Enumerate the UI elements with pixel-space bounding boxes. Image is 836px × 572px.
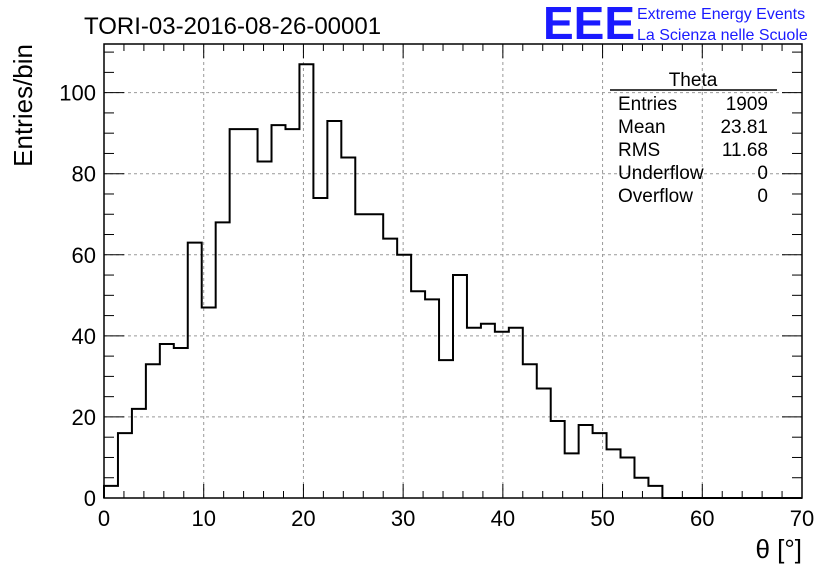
stats-row-label: RMS — [618, 140, 660, 161]
stats-row-value: 11.68 — [722, 140, 768, 161]
x-tick-label: 30 — [391, 506, 415, 531]
chart-title: TORI-03-2016-08-26-00001 — [84, 13, 381, 40]
x-tick-label: 10 — [191, 506, 215, 531]
stats-title: Theta — [669, 70, 718, 91]
grid-lines — [104, 44, 802, 498]
y-tick-label: 100 — [59, 81, 96, 106]
x-axis-label: θ [°] — [755, 534, 802, 564]
axis-ticks — [103, 44, 803, 499]
logo-eee-mark: EEE — [543, 0, 635, 49]
x-tick-label: 20 — [291, 506, 315, 531]
x-tick-label: 70 — [790, 506, 814, 531]
stats-row-value: 0 — [757, 186, 768, 207]
y-tick-label: 20 — [72, 405, 96, 430]
stats-row-value: 0 — [757, 163, 768, 184]
logo-line-1: Extreme Energy Events — [637, 6, 805, 23]
x-tick-labels: 0 10 20 30 40 50 60 70 — [98, 506, 814, 531]
stats-row-label: Entries — [618, 94, 677, 115]
stats-rows: Entries 1909 Mean 23.81 RMS 11.68 Underflow 0 Ov… — [618, 94, 768, 207]
x-tick-label: 50 — [590, 506, 614, 531]
y-tick-label: 0 — [84, 486, 96, 511]
logo-line-2: La Scienza nelle Scuole — [637, 27, 808, 44]
y-tick-label: 60 — [72, 243, 96, 268]
logo: EEE Extreme Energy Events La Scienza nel… — [543, 0, 808, 49]
histogram-outline — [103, 63, 802, 499]
stats-row-label: Mean — [618, 117, 666, 138]
y-axis-label: Entries/bin — [8, 44, 38, 167]
x-tick-label: 40 — [491, 506, 515, 531]
y-tick-labels: 0 20 40 60 80 100 — [59, 81, 96, 511]
x-tick-label: 0 — [98, 506, 110, 531]
y-tick-label: 80 — [72, 162, 96, 187]
plot-frame — [103, 43, 803, 499]
stats-row-label: Overflow — [618, 186, 693, 207]
stats-row-value: 1909 — [726, 94, 768, 115]
stats-row-value: 23.81 — [720, 117, 768, 138]
x-tick-label: 60 — [690, 506, 714, 531]
stats-row-label: Underflow — [618, 163, 704, 184]
stats-box: Theta Entries 1909 Mean 23.81 RMS 11.68 Underf… — [610, 70, 777, 207]
y-tick-label: 40 — [72, 324, 96, 349]
